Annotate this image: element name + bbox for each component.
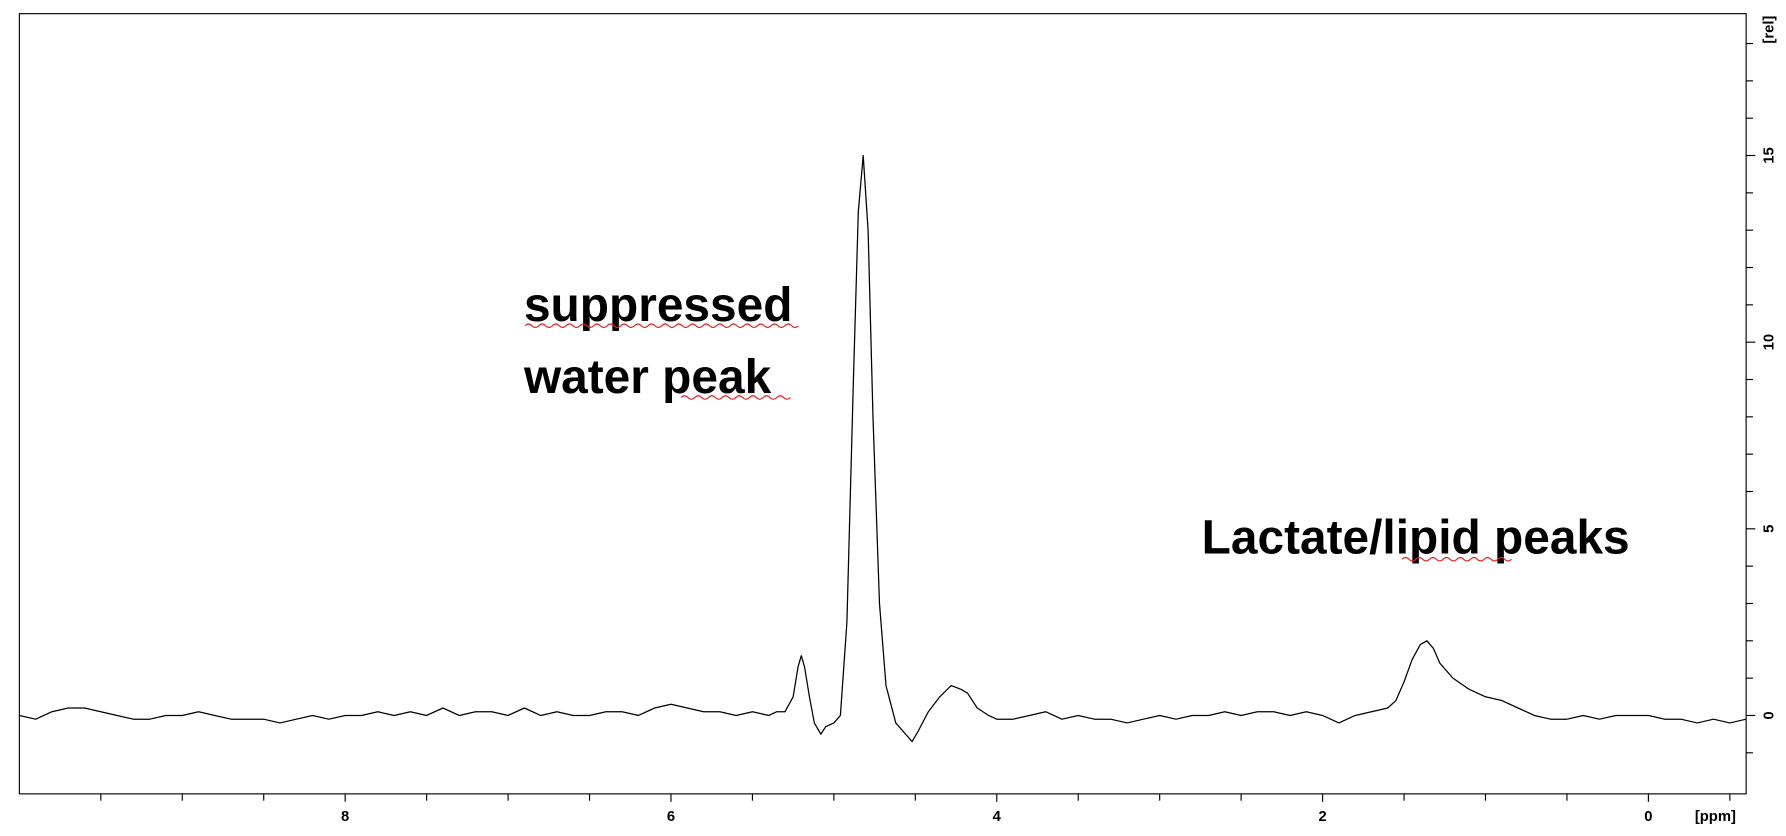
y-tick-label: 5 [1761,525,1777,533]
y-tick-label: 0 [1761,711,1777,719]
y-tick-label: 10 [1761,334,1777,350]
spellcheck-underline [1401,556,1512,562]
y-axis-label: [rel] [1761,16,1777,44]
x-axis-label: [ppm] [1695,809,1736,825]
y-tick-label: 15 [1761,147,1777,163]
plot-frame [18,13,1747,795]
annotation: water peak [523,351,772,404]
x-tick-label: 4 [993,809,1002,825]
spectrum-line [19,154,1747,743]
spellcheck-underline [680,395,791,400]
x-tick-label: 0 [1644,809,1652,825]
spellcheck-underline [524,323,799,329]
x-tick-label: 8 [341,809,349,825]
annotation: suppressed [524,279,792,332]
x-tick-label: 6 [667,809,675,825]
annotation: Lactate/lipid peaks [1202,512,1630,565]
x-tick-label: 2 [1318,809,1326,825]
